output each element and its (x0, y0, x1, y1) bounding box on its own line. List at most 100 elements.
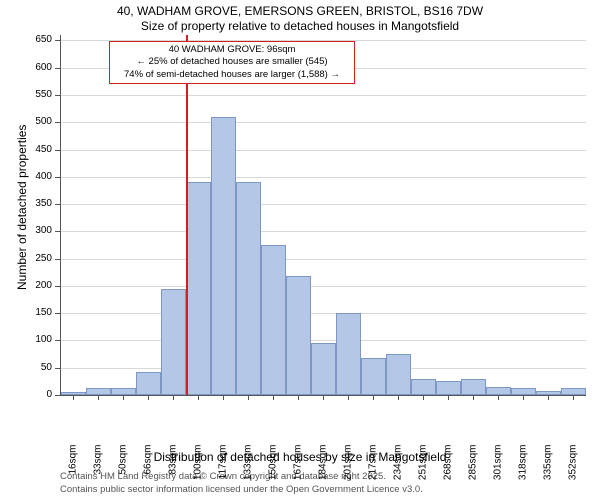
y-tick-label: 450 (0, 144, 52, 155)
annotation-line1: 40 WADHAM GROVE: 96sqm (114, 44, 350, 56)
x-tick-label: 150sqm (267, 445, 278, 490)
x-tick-mark (523, 395, 524, 400)
x-tick-mark (98, 395, 99, 400)
y-tick-mark (55, 286, 60, 287)
x-tick-label: 83sqm (167, 445, 178, 490)
y-tick-label: 150 (0, 307, 52, 318)
y-tick-label: 400 (0, 171, 52, 182)
histogram-bar (61, 392, 86, 395)
y-tick-label: 300 (0, 225, 52, 236)
x-tick-label: 268sqm (442, 445, 453, 490)
histogram-bar (361, 358, 386, 395)
histogram-bar (111, 388, 136, 395)
x-tick-label: 301sqm (492, 445, 503, 490)
y-tick-mark (55, 395, 60, 396)
y-tick-label: 650 (0, 34, 52, 45)
x-tick-label: 234sqm (392, 445, 403, 490)
x-tick-mark (273, 395, 274, 400)
x-tick-mark (123, 395, 124, 400)
x-tick-label: 285sqm (467, 445, 478, 490)
histogram-bar (211, 117, 236, 395)
histogram-bar (561, 388, 586, 395)
x-tick-mark (148, 395, 149, 400)
histogram-bar (261, 245, 286, 395)
histogram-bar (311, 343, 336, 395)
y-tick-label: 500 (0, 116, 52, 127)
histogram-bar (86, 388, 111, 395)
plot-area: 40 WADHAM GROVE: 96sqm← 25% of detached … (60, 35, 586, 396)
x-tick-mark (173, 395, 174, 400)
histogram-bar (336, 313, 361, 395)
histogram-bar (386, 354, 411, 395)
x-tick-label: 167sqm (292, 445, 303, 490)
x-tick-label: 201sqm (342, 445, 353, 490)
x-tick-mark (198, 395, 199, 400)
x-tick-mark (448, 395, 449, 400)
y-tick-label: 600 (0, 62, 52, 73)
x-tick-mark (573, 395, 574, 400)
y-tick-mark (55, 231, 60, 232)
y-tick-label: 200 (0, 280, 52, 291)
y-tick-mark (55, 204, 60, 205)
y-tick-label: 550 (0, 89, 52, 100)
x-tick-label: 217sqm (367, 445, 378, 490)
y-tick-label: 350 (0, 198, 52, 209)
y-tick-mark (55, 368, 60, 369)
x-tick-mark (298, 395, 299, 400)
chart-title-line2: Size of property relative to detached ho… (0, 19, 600, 33)
y-tick-label: 0 (0, 389, 52, 400)
x-tick-mark (423, 395, 424, 400)
gridline (61, 313, 586, 314)
histogram-bar (161, 289, 186, 395)
histogram-bar (436, 381, 461, 395)
x-tick-label: 251sqm (417, 445, 428, 490)
x-tick-label: 100sqm (192, 445, 203, 490)
x-tick-label: 33sqm (92, 445, 103, 490)
x-tick-label: 318sqm (517, 445, 528, 490)
x-tick-mark (473, 395, 474, 400)
histogram-bar (461, 379, 486, 395)
x-tick-label: 50sqm (117, 445, 128, 490)
annotation-line3: 74% of semi-detached houses are larger (… (114, 69, 350, 81)
x-tick-mark (323, 395, 324, 400)
x-tick-label: 184sqm (317, 445, 328, 490)
y-tick-mark (55, 68, 60, 69)
x-tick-mark (373, 395, 374, 400)
x-tick-mark (548, 395, 549, 400)
gridline (61, 340, 586, 341)
x-tick-label: 352sqm (567, 445, 578, 490)
y-tick-mark (55, 313, 60, 314)
histogram-bar (486, 387, 511, 395)
y-tick-label: 50 (0, 362, 52, 373)
histogram-bar (286, 276, 311, 395)
property-marker-line (186, 35, 188, 395)
gridline (61, 150, 586, 151)
y-tick-mark (55, 340, 60, 341)
gridline (61, 259, 586, 260)
x-tick-label: 335sqm (542, 445, 553, 490)
x-tick-mark (73, 395, 74, 400)
x-tick-label: 16sqm (67, 445, 78, 490)
histogram-chart: 40, WADHAM GROVE, EMERSONS GREEN, BRISTO… (0, 0, 600, 500)
x-tick-label: 117sqm (217, 445, 228, 490)
x-tick-mark (398, 395, 399, 400)
y-tick-mark (55, 40, 60, 41)
annotation-box: 40 WADHAM GROVE: 96sqm← 25% of detached … (109, 41, 355, 84)
x-tick-label: 66sqm (142, 445, 153, 490)
gridline (61, 231, 586, 232)
y-tick-mark (55, 259, 60, 260)
histogram-bar (536, 391, 561, 395)
y-tick-mark (55, 150, 60, 151)
y-tick-label: 250 (0, 253, 52, 264)
y-tick-mark (55, 177, 60, 178)
x-tick-mark (248, 395, 249, 400)
gridline (61, 204, 586, 205)
y-tick-mark (55, 95, 60, 96)
gridline (61, 286, 586, 287)
x-tick-mark (348, 395, 349, 400)
histogram-bar (511, 388, 536, 395)
annotation-line2: ← 25% of detached houses are smaller (54… (114, 56, 350, 68)
gridline (61, 177, 586, 178)
y-tick-label: 100 (0, 334, 52, 345)
gridline (61, 122, 586, 123)
